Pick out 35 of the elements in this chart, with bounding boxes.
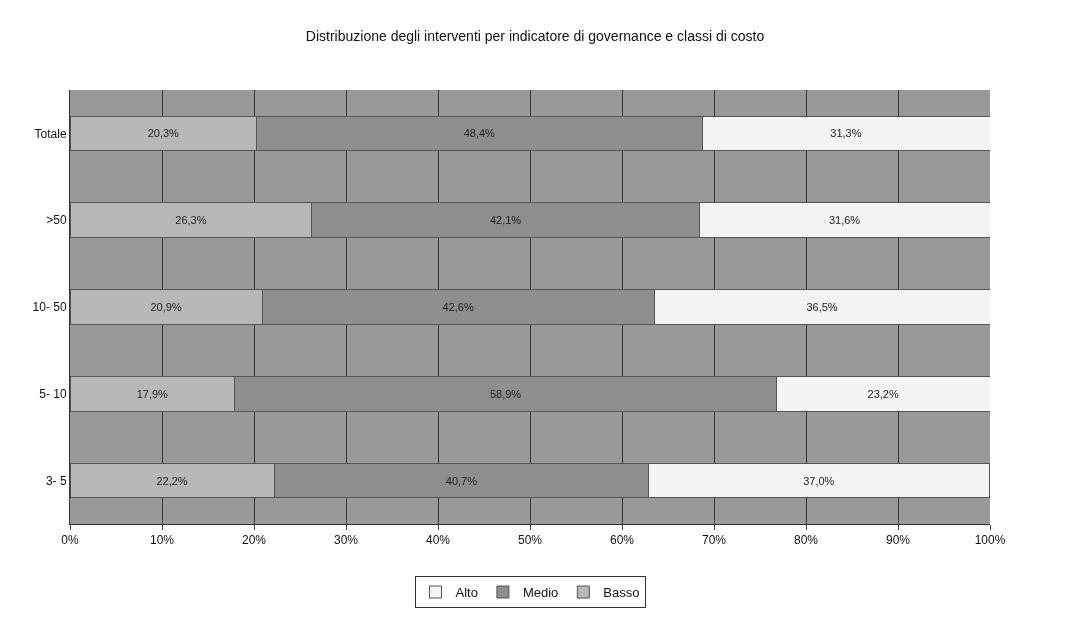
x-tick-label: 70% [701,533,727,548]
legend-label: Medio [522,585,559,601]
data-label: 23,2% [867,387,899,400]
x-tick-label: 30% [333,533,359,548]
x-tick-label: 60% [609,533,635,548]
chart-title: Distribuzione degli interventi per indicatore di governance e classi di costo [305,28,765,44]
data-label: 31,6% [828,214,861,227]
y-tick-label: 3- 5 [45,473,67,488]
x-tick-label: 40% [425,533,451,548]
x-tick-label: 90% [885,533,911,548]
y-tick-label: 10- 50 [32,300,67,315]
x-tick-label: 100% [974,533,1006,548]
x-tick-label: 20% [241,533,267,548]
x-tick-label: 10% [149,533,175,548]
data-label: 20,3% [147,127,180,140]
data-label: 26,3% [175,214,207,227]
data-label: 42,6% [442,301,474,313]
data-label: 48,4% [463,127,496,140]
y-tick-label: Totale [34,126,67,141]
x-tick-label: 0% [61,533,79,548]
data-label: 20,9% [150,301,182,313]
data-label: 58,9% [489,387,522,400]
x-tick-label: 80% [793,533,819,548]
data-label: 40,7% [445,474,478,487]
data-label: 36,5% [806,301,838,313]
data-label: 22,2% [156,474,188,487]
y-tick-label: 5- 10 [39,387,67,401]
data-label: 42,1% [489,214,522,227]
data-label: 17,9% [136,387,169,400]
y-tick-label: >50 [46,213,67,228]
data-label: 31,3% [830,127,862,140]
legend-label: Alto [455,585,478,601]
x-tick-label: 50% [517,533,543,548]
legend-label: Basso [603,585,640,601]
data-label: 37,0% [803,474,835,487]
